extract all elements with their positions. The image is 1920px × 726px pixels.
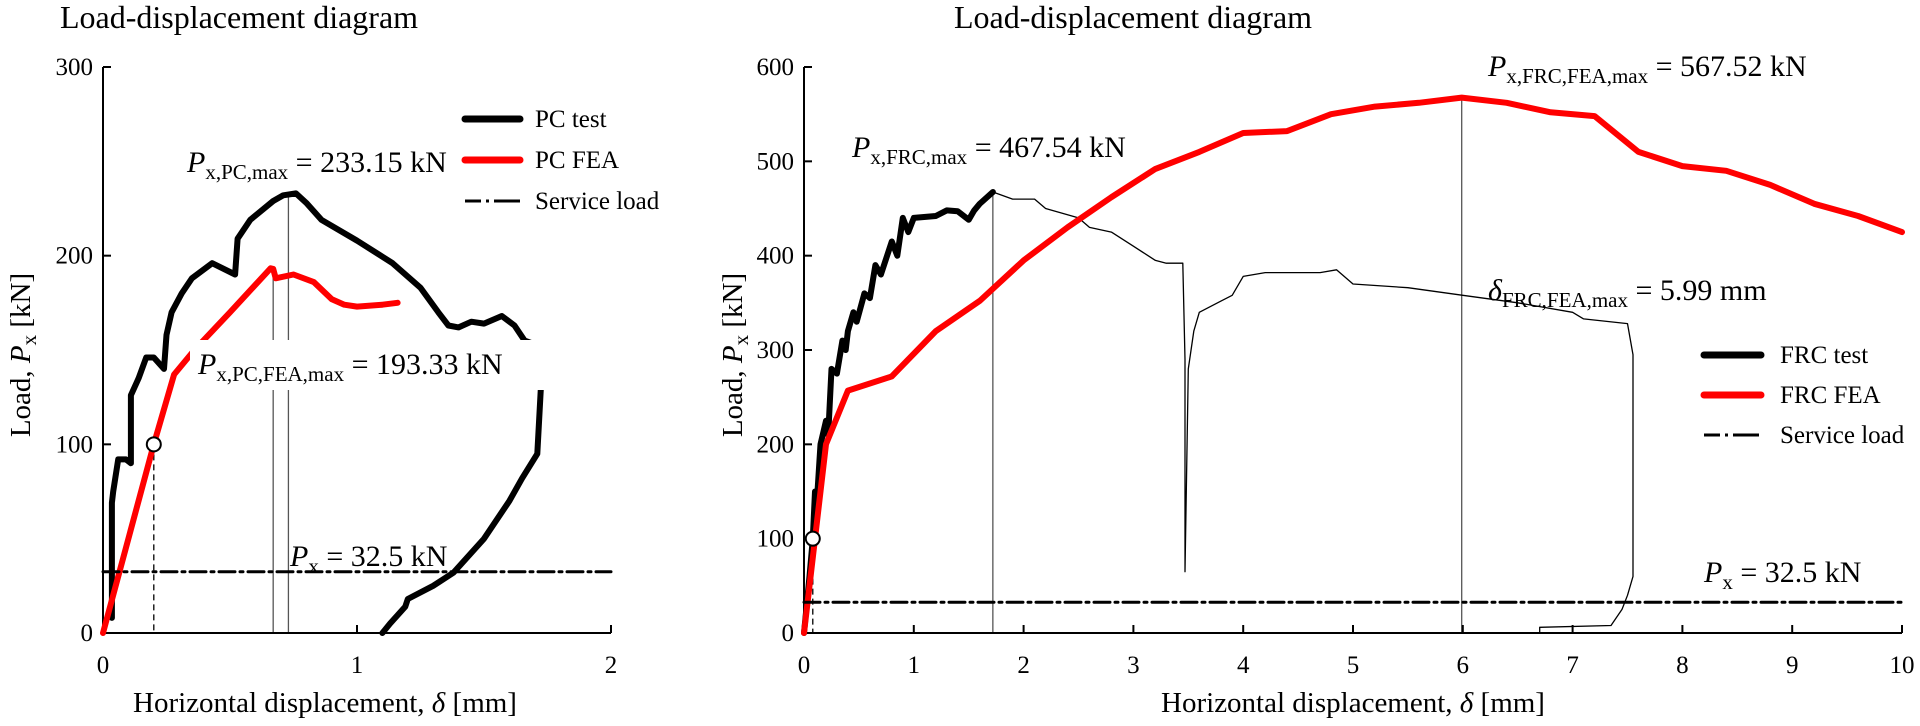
x-axis-label: Horizontal displacement, δ [mm]	[133, 687, 517, 719]
chart-title: Load-displacement diagram	[60, 0, 418, 35]
x-tick-label: 7	[1566, 652, 1579, 679]
legend-label: PC test	[535, 106, 607, 133]
series-test	[108, 190, 546, 636]
x-tick-label: 1	[908, 652, 921, 679]
legend: FRC test FRC FEA Service load	[1700, 342, 1905, 449]
y-tick-label: 0	[782, 620, 795, 647]
annotation-frc-fea-displacement: δFRC,FEA,max = 5.99 mm	[1488, 274, 1767, 312]
x-tick-label: 10	[1890, 652, 1915, 679]
x-tick-label: 1	[351, 652, 364, 679]
y-tick-label: 200	[56, 243, 94, 270]
annotation-service-load: Px = 32.5 kN	[1703, 556, 1861, 594]
x-tick-label: 0	[97, 652, 110, 679]
y-tick-label: 200	[757, 431, 795, 458]
legend-label: Service load	[535, 188, 660, 215]
legend-label: Service load	[1780, 422, 1905, 449]
y-axis-label: Load, Px [kN]	[717, 273, 753, 437]
chart-title: Load-displacement diagram	[954, 0, 1312, 35]
x-tick-label: 3	[1127, 652, 1140, 679]
legend-label: PC FEA	[535, 147, 619, 174]
service-point-marker	[145, 436, 162, 453]
series-test	[801, 189, 996, 636]
x-axis-label: Horizontal displacement, δ [mm]	[1161, 687, 1545, 719]
x-tick-label: 6	[1457, 652, 1470, 679]
y-tick-label: 500	[757, 148, 795, 175]
y-axis-label: Load, Px [kN]	[5, 273, 41, 437]
pc-chart: Load-displacement diagram Horizontal dis…	[5, 0, 660, 719]
frc-chart: Load-displacement diagram Horizontal dis…	[717, 0, 1915, 719]
service-point-marker	[804, 530, 821, 547]
series-test-post-peak	[992, 191, 1634, 634]
x-tick-label: 4	[1237, 652, 1250, 679]
y-tick-label: 0	[81, 620, 94, 647]
y-tick-label: 100	[757, 526, 795, 553]
legend: PC test PC FEA Service load	[461, 106, 660, 215]
series-fea	[100, 265, 401, 636]
y-tick-label: 400	[757, 243, 795, 270]
x-tick-label: 2	[605, 652, 618, 679]
y-tick-label: 300	[56, 54, 94, 81]
annotation-frc-fea-max: Px,FRC,FEA,max = 567.52 kN	[1487, 50, 1807, 88]
annotation-background	[190, 340, 580, 390]
x-tick-label: 2	[1017, 652, 1030, 679]
x-tick-label: 9	[1786, 652, 1799, 679]
annotation-pc-fea-max: Px,PC,FEA,max = 193.33 kN	[197, 348, 503, 386]
legend-label: FRC FEA	[1780, 382, 1881, 409]
y-tick-label: 600	[757, 54, 795, 81]
y-tick-label: 100	[56, 431, 94, 458]
y-tick-label: 300	[757, 337, 795, 364]
annotation-pc-max: Px,PC,max = 233.15 kN	[186, 146, 447, 184]
annotation-frc-max: Px,FRC,max = 467.54 kN	[851, 131, 1126, 169]
annotation-service-load: Px = 32.5 kN	[289, 540, 447, 578]
x-tick-label: 0	[798, 652, 811, 679]
legend-label: FRC test	[1780, 342, 1868, 369]
x-tick-label: 8	[1676, 652, 1689, 679]
x-tick-label: 5	[1347, 652, 1360, 679]
series-fea	[801, 94, 1905, 636]
